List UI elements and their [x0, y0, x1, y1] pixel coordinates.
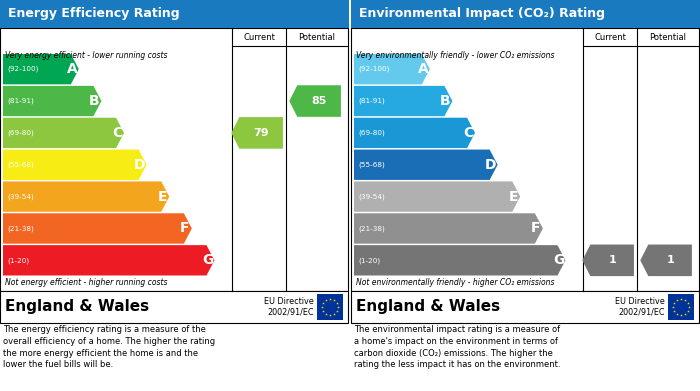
Text: England & Wales: England & Wales [5, 300, 149, 314]
Text: The environmental impact rating is a measure of
a home's impact on the environme: The environmental impact rating is a mea… [354, 325, 561, 369]
Polygon shape [354, 181, 520, 212]
Text: (92-100): (92-100) [7, 66, 38, 72]
Text: (39-54): (39-54) [7, 194, 34, 200]
Text: (1-20): (1-20) [7, 257, 29, 264]
Text: (69-80): (69-80) [7, 130, 34, 136]
Bar [317, 294, 343, 320]
Polygon shape [3, 181, 169, 212]
Text: EU Directive
2002/91/EC: EU Directive 2002/91/EC [615, 297, 665, 317]
Text: Potential: Potential [650, 32, 687, 41]
Text: (81-91): (81-91) [7, 98, 34, 104]
Text: 85: 85 [312, 96, 327, 106]
Polygon shape [3, 245, 214, 276]
Text: D: D [485, 158, 496, 172]
Polygon shape [354, 86, 452, 116]
Polygon shape [582, 244, 634, 276]
Polygon shape [3, 86, 101, 116]
Polygon shape [354, 213, 543, 244]
Text: C: C [112, 126, 122, 140]
Text: G: G [553, 253, 564, 267]
Polygon shape [640, 244, 692, 276]
Text: (69-80): (69-80) [358, 130, 385, 136]
Bar [351, 291, 699, 323]
Text: 1: 1 [608, 255, 616, 265]
Text: England & Wales: England & Wales [356, 300, 500, 314]
Bar [0, 28, 348, 291]
Text: Energy Efficiency Rating: Energy Efficiency Rating [8, 7, 180, 20]
Text: (55-68): (55-68) [358, 161, 385, 168]
Polygon shape [231, 117, 283, 149]
Bar [351, 0, 700, 28]
Text: B: B [89, 94, 99, 108]
Text: G: G [202, 253, 214, 267]
Text: C: C [463, 126, 473, 140]
Text: A: A [417, 62, 428, 76]
Text: (92-100): (92-100) [358, 66, 389, 72]
Text: Very energy efficient - lower running costs: Very energy efficient - lower running co… [5, 51, 167, 60]
Polygon shape [3, 118, 124, 148]
Polygon shape [354, 118, 475, 148]
Text: F: F [531, 221, 540, 235]
Text: Environmental Impact (CO₂) Rating: Environmental Impact (CO₂) Rating [359, 7, 605, 20]
Text: Current: Current [594, 32, 626, 41]
Text: B: B [440, 94, 451, 108]
Bar [668, 294, 694, 320]
Text: 1: 1 [666, 255, 674, 265]
Text: E: E [508, 190, 518, 204]
Text: Potential: Potential [299, 32, 335, 41]
Text: Current: Current [243, 32, 275, 41]
Polygon shape [354, 245, 566, 276]
Text: (21-38): (21-38) [7, 225, 34, 232]
Text: F: F [180, 221, 190, 235]
Bar [351, 28, 699, 291]
Text: Not energy efficient - higher running costs: Not energy efficient - higher running co… [5, 278, 167, 287]
Text: (81-91): (81-91) [358, 98, 385, 104]
Text: (21-38): (21-38) [358, 225, 385, 232]
Text: (39-54): (39-54) [358, 194, 385, 200]
Polygon shape [354, 54, 430, 84]
Text: Very environmentally friendly - lower CO₂ emissions: Very environmentally friendly - lower CO… [356, 51, 554, 60]
Polygon shape [289, 85, 341, 117]
Bar [0, 0, 349, 28]
Text: Not environmentally friendly - higher CO₂ emissions: Not environmentally friendly - higher CO… [356, 278, 554, 287]
Polygon shape [354, 150, 498, 180]
Text: 79: 79 [253, 128, 269, 138]
Text: D: D [134, 158, 146, 172]
Text: A: A [66, 62, 77, 76]
Text: E: E [158, 190, 167, 204]
Text: EU Directive
2002/91/EC: EU Directive 2002/91/EC [265, 297, 314, 317]
Polygon shape [3, 213, 192, 244]
Bar [0, 291, 348, 323]
Polygon shape [3, 54, 79, 84]
Text: (1-20): (1-20) [358, 257, 380, 264]
Polygon shape [3, 150, 147, 180]
Text: The energy efficiency rating is a measure of the
overall efficiency of a home. T: The energy efficiency rating is a measur… [3, 325, 215, 369]
Text: (55-68): (55-68) [7, 161, 34, 168]
